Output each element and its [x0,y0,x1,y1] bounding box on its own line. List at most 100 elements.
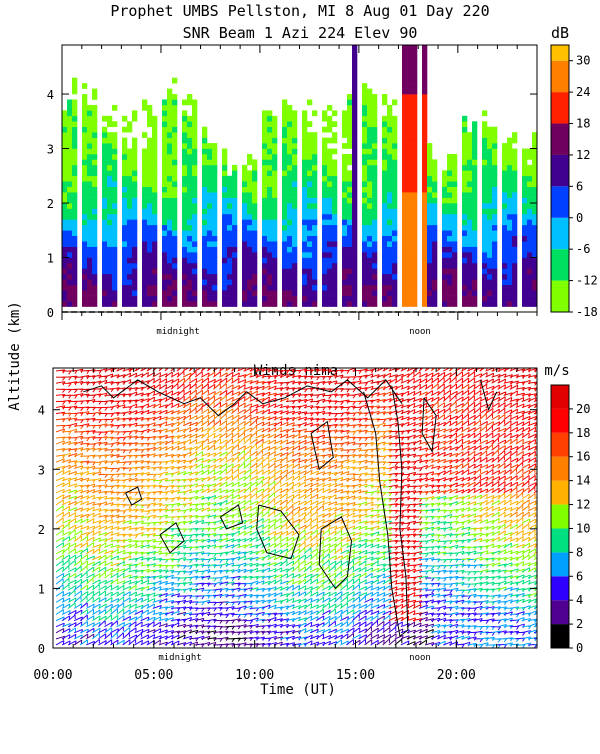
snr-cell [412,208,417,214]
snr-cell [352,296,357,302]
snr-cell [502,296,507,302]
snr-cell [427,225,432,231]
snr-cell [147,181,152,187]
snr-cell [272,132,277,138]
snr-cell [147,241,152,247]
snr-cell [332,181,337,187]
snr-cell [142,105,147,111]
snr-cell [482,279,487,285]
snr-cell [267,203,272,209]
snr-cell [387,296,392,302]
snr-cell [292,258,297,264]
snr-cell [232,198,237,204]
snr-cell [82,165,87,171]
snr-cell [72,176,77,182]
snr-cell [102,208,107,214]
snr-cell [72,105,77,111]
snr-cell [247,176,252,182]
snr-cell [422,67,427,73]
snr-cell [242,192,247,198]
snr-cell [262,121,267,127]
snr-cell [127,241,132,247]
snr-cell [447,159,452,165]
snr-cell [162,230,167,236]
snr-cell [452,301,457,307]
snr-cell [162,214,167,220]
snr-cell [302,208,307,214]
snr-cell [302,241,307,247]
snr-cell [312,258,317,264]
snr-cell [372,230,377,236]
snr-cell [167,208,172,214]
snr-cell [382,263,387,269]
snr-cell [187,127,192,133]
snr-cell [322,149,327,155]
snr-cell [487,127,492,133]
snr-cell [452,154,457,160]
snr-cell [92,247,97,253]
snr-cell [412,159,417,165]
snr-cell [387,154,392,160]
snr-cell [362,225,367,231]
snr-cell [62,219,67,225]
snr-cell [67,192,72,198]
snr-cell [272,247,277,253]
snr-cell [367,94,372,100]
snr-cell [407,285,412,291]
snr-cell [472,301,477,307]
snr-cell [192,296,197,302]
snr-cell [62,252,67,258]
snr-cell [452,192,457,198]
snr-cell [122,290,127,296]
snr-cell [292,127,297,133]
snr-cell [352,50,357,56]
snr-cell [412,83,417,89]
snr-cell [407,301,412,307]
snr-cell [242,236,247,242]
snr-cell [122,296,127,302]
snr-cell [207,203,212,209]
snr-cell [62,110,67,116]
snr-cell [67,290,72,296]
snr-cell [527,154,532,160]
snr-cell [167,301,172,307]
snr-cell [307,208,312,214]
snr-cell [312,181,317,187]
snr-cell [482,198,487,204]
snr-cell [422,78,427,84]
snr-cell [387,165,392,171]
wind-barb [129,622,136,627]
snr-cell [82,203,87,209]
wind-barb-flag [130,567,131,571]
snr-cell [302,274,307,280]
snr-cell [87,285,92,291]
snr-cell [407,230,412,236]
snr-cell [152,149,157,155]
snr-cell [222,154,227,160]
snr-cell [352,78,357,84]
snr-cell [442,170,447,176]
snr-cell [207,301,212,307]
snr-cell [147,121,152,127]
snr-cell [112,208,117,214]
snr-cell [502,198,507,204]
snr-cell [312,132,317,138]
snr-cell [422,290,427,296]
snr-cell [322,268,327,274]
snr-cell [462,236,467,242]
snr-cell [232,165,237,171]
snr-cell [162,252,167,258]
snr-cell [182,165,187,171]
snr-cell [492,154,497,160]
snr-cell [172,143,177,149]
snr-cell [152,192,157,198]
snr-cell [362,170,367,176]
snr-cell [92,159,97,165]
snr-cell [162,279,167,285]
snr-cell [412,165,417,171]
snr-cell [87,187,92,193]
snr-cell [287,181,292,187]
snr-cell [127,296,132,302]
snr-cell [242,170,247,176]
snr-cell [172,247,177,253]
